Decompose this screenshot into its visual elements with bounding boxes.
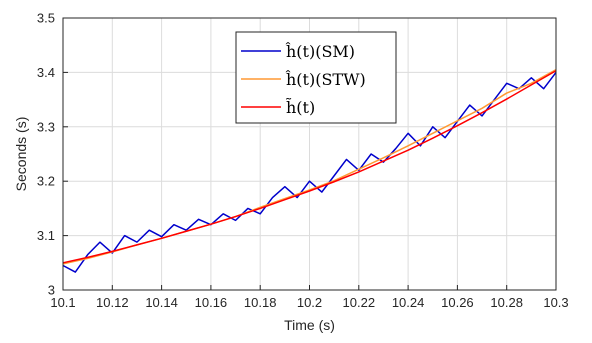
- x-tick-label: 10.16: [195, 295, 228, 310]
- x-tick-label: 10.1: [50, 295, 75, 310]
- series-line-true: [62, 70, 557, 264]
- legend-box: [235, 31, 397, 124]
- y-tick-label: 3.1: [37, 228, 55, 243]
- legend-label-sm: ĥ(t)(SM): [285, 41, 355, 61]
- x-tick-label: 10.26: [441, 295, 474, 310]
- y-axis: 3 3.1 3.2 3.3 3.4 3.5: [37, 11, 68, 298]
- series-line-sm: [62, 71, 557, 273]
- x-tick-label: 10.12: [96, 295, 129, 310]
- legend-label-true: h̃(t): [286, 98, 316, 117]
- y-tick-label: 3.3: [37, 119, 55, 134]
- x-tick-label: 10.3: [543, 295, 568, 310]
- y-tick-label: 3.5: [37, 11, 55, 26]
- x-axis: 10.1 10.12 10.14 10.16 10.18 10.2 10.22 10.24 10…: [50, 285, 569, 310]
- series-lines: [62, 69, 557, 273]
- x-axis-label: Time (s): [284, 317, 335, 333]
- x-tick-label: 10.24: [392, 295, 425, 310]
- x-tick-label: 10.18: [244, 295, 277, 310]
- x-tick-label: 10.14: [145, 295, 178, 310]
- x-tick-label: 10.2: [297, 295, 322, 310]
- y-axis-label: Seconds (s): [13, 117, 29, 192]
- y-tick-label: 3: [48, 283, 55, 298]
- x-tick-label: 10.22: [343, 295, 376, 310]
- legend: ĥ(t)(SM) ĥ(t)(STW) h̃(t): [235, 31, 397, 124]
- x-tick-label: 10.28: [490, 295, 523, 310]
- y-tick-label: 3.4: [37, 65, 55, 80]
- y-tick-label: 3.2: [37, 174, 55, 189]
- legend-label-stw: ĥ(t)(STW): [285, 69, 366, 89]
